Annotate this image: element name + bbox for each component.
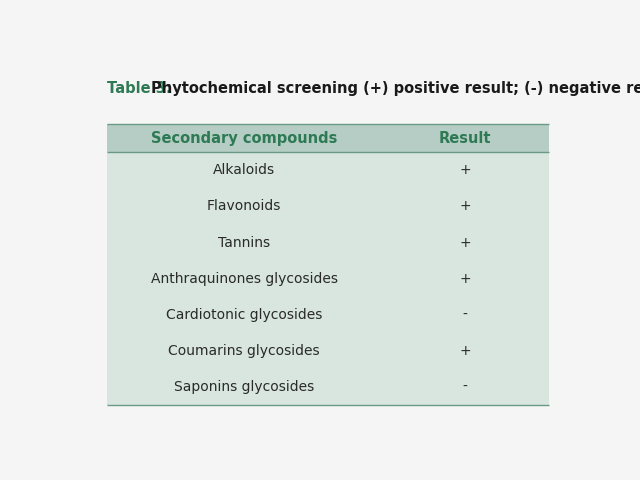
Text: Saponins glycosides: Saponins glycosides: [174, 380, 314, 394]
Text: -: -: [463, 308, 467, 322]
Text: Flavonoids: Flavonoids: [207, 199, 282, 214]
Text: +: +: [459, 236, 470, 250]
Text: +: +: [459, 199, 470, 214]
Text: Tannins: Tannins: [218, 236, 270, 250]
Text: Coumarins glycosides: Coumarins glycosides: [168, 344, 320, 358]
Text: +: +: [459, 272, 470, 286]
Text: Phytochemical screening (+) positive result; (-) negative result.: Phytochemical screening (+) positive res…: [151, 82, 640, 96]
Bar: [108, 124, 548, 152]
Text: Anthraquinones glycosides: Anthraquinones glycosides: [150, 272, 338, 286]
Text: Cardiotonic glycosides: Cardiotonic glycosides: [166, 308, 323, 322]
Text: Alkaloids: Alkaloids: [213, 163, 275, 177]
Text: Secondary compounds: Secondary compounds: [151, 131, 337, 145]
Text: +: +: [459, 344, 470, 358]
Text: Table 3:: Table 3:: [108, 82, 172, 96]
Text: Result: Result: [438, 131, 491, 145]
Text: +: +: [459, 163, 470, 177]
Text: -: -: [463, 380, 467, 394]
